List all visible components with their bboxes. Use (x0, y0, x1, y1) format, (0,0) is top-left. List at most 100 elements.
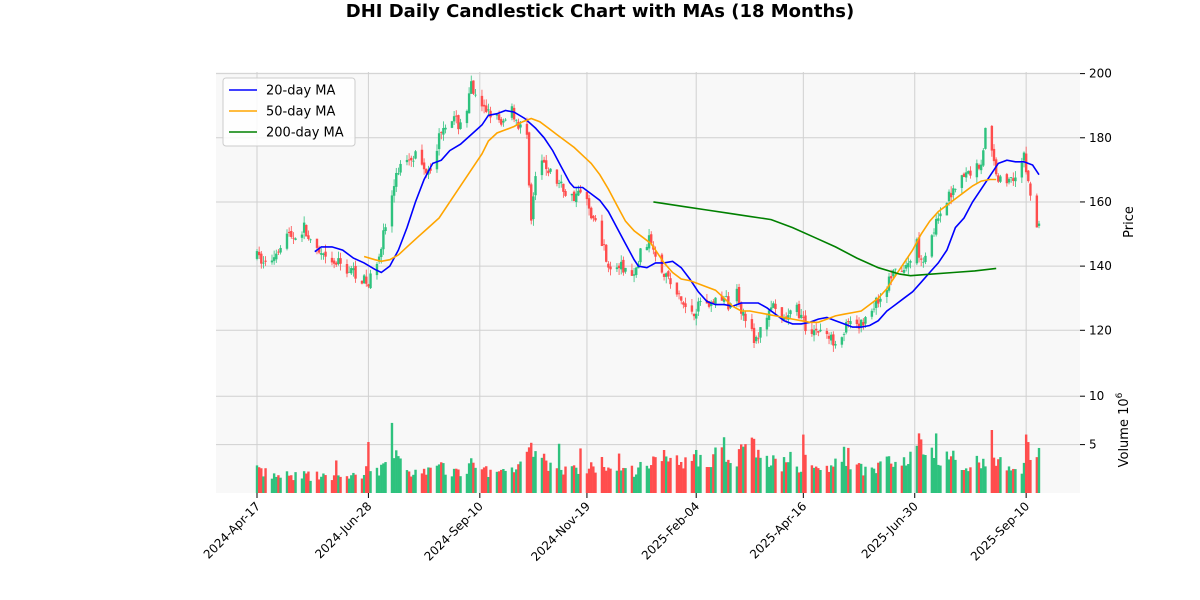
volume-bar (922, 454, 925, 493)
candle-body (294, 238, 297, 240)
candle (435, 144, 439, 173)
volume-bar (365, 466, 368, 493)
candle-body (894, 268, 897, 270)
volume-bar (814, 466, 818, 493)
volume-bar (844, 465, 848, 493)
candle (692, 313, 696, 321)
candle (894, 268, 897, 276)
candle-body (832, 334, 835, 346)
volume-bar (1037, 447, 1041, 493)
candle (500, 117, 503, 127)
candle-body (855, 319, 859, 325)
volume-bar (675, 455, 679, 493)
volume-bars (255, 422, 1041, 493)
volume-bar (964, 468, 968, 493)
candle-body (877, 298, 880, 304)
candle-body (759, 327, 762, 338)
candle-body (617, 265, 621, 269)
candle-body (607, 263, 610, 268)
ma-line-20-day-ma (314, 109, 1040, 328)
candle-body (697, 301, 700, 312)
volume-bar (527, 447, 531, 493)
candle (382, 223, 385, 255)
candle-body (540, 160, 544, 176)
candle (934, 213, 938, 237)
candle (932, 228, 936, 237)
candle (924, 252, 927, 265)
candle (564, 189, 567, 197)
volume-bar (617, 453, 621, 493)
volume-bar (369, 471, 372, 493)
candle-body (930, 235, 934, 257)
candle-body (440, 132, 443, 133)
candle-body (425, 168, 428, 174)
volume-bar (547, 470, 550, 493)
candle-body (624, 267, 627, 272)
volume-bar (480, 469, 484, 493)
volume-bar (1024, 434, 1028, 493)
candle-body (765, 317, 769, 330)
candle-body (322, 253, 325, 255)
candle (315, 238, 319, 255)
candle-body (575, 193, 578, 203)
candle (937, 212, 940, 224)
volume-bar (787, 462, 790, 493)
candle (302, 216, 306, 240)
volume-bar (315, 471, 319, 493)
volume-bar (437, 464, 441, 493)
candle-body (810, 329, 814, 334)
candle-body (560, 181, 563, 184)
candle-body (317, 247, 321, 253)
candle (892, 268, 895, 278)
volume-bar (362, 475, 366, 493)
volume-bar (459, 476, 462, 493)
candle-body (949, 193, 953, 198)
candle-body (665, 273, 668, 277)
volume-bar (624, 468, 627, 493)
candle (814, 321, 818, 336)
candle-body (954, 188, 957, 190)
candle (350, 266, 353, 275)
candle-body (932, 232, 936, 234)
volume-bar (729, 463, 732, 493)
candle-body (392, 186, 396, 196)
candle (962, 172, 966, 178)
candle-body (667, 271, 670, 277)
candle-body (774, 303, 777, 310)
candle (392, 179, 396, 203)
candle-body (754, 336, 758, 342)
price-tick-label: 140 (1089, 259, 1112, 273)
candle-body (504, 119, 507, 121)
volume-bar (632, 476, 636, 493)
candle-body (857, 323, 861, 329)
volume-bar (900, 465, 904, 493)
candle (909, 259, 912, 269)
candle (560, 174, 563, 188)
volume-bar (742, 446, 745, 493)
candle-body (620, 261, 623, 270)
candle-body (924, 255, 927, 263)
candle-body (780, 307, 784, 320)
candle (975, 159, 979, 184)
candle-body (360, 280, 364, 284)
volume-bar (377, 475, 381, 493)
volume-bar (540, 457, 544, 493)
candle (367, 283, 370, 289)
volume-bar (585, 473, 589, 493)
candle-body (695, 313, 698, 319)
candle-body (799, 314, 803, 318)
volume-bar (857, 463, 861, 493)
candle (362, 274, 366, 285)
candle (307, 230, 310, 241)
volume-bar (489, 469, 492, 493)
candle-body (817, 331, 820, 333)
candle-body (849, 321, 852, 325)
volume-bar (692, 454, 696, 493)
candle-body (437, 133, 441, 150)
candle-body (819, 329, 822, 332)
candle-body (347, 271, 351, 273)
volume-bar (887, 456, 891, 493)
candle-body (639, 248, 642, 263)
x-tick-label: 2025-Sep-10 (968, 499, 1032, 563)
candle-body (605, 244, 608, 262)
